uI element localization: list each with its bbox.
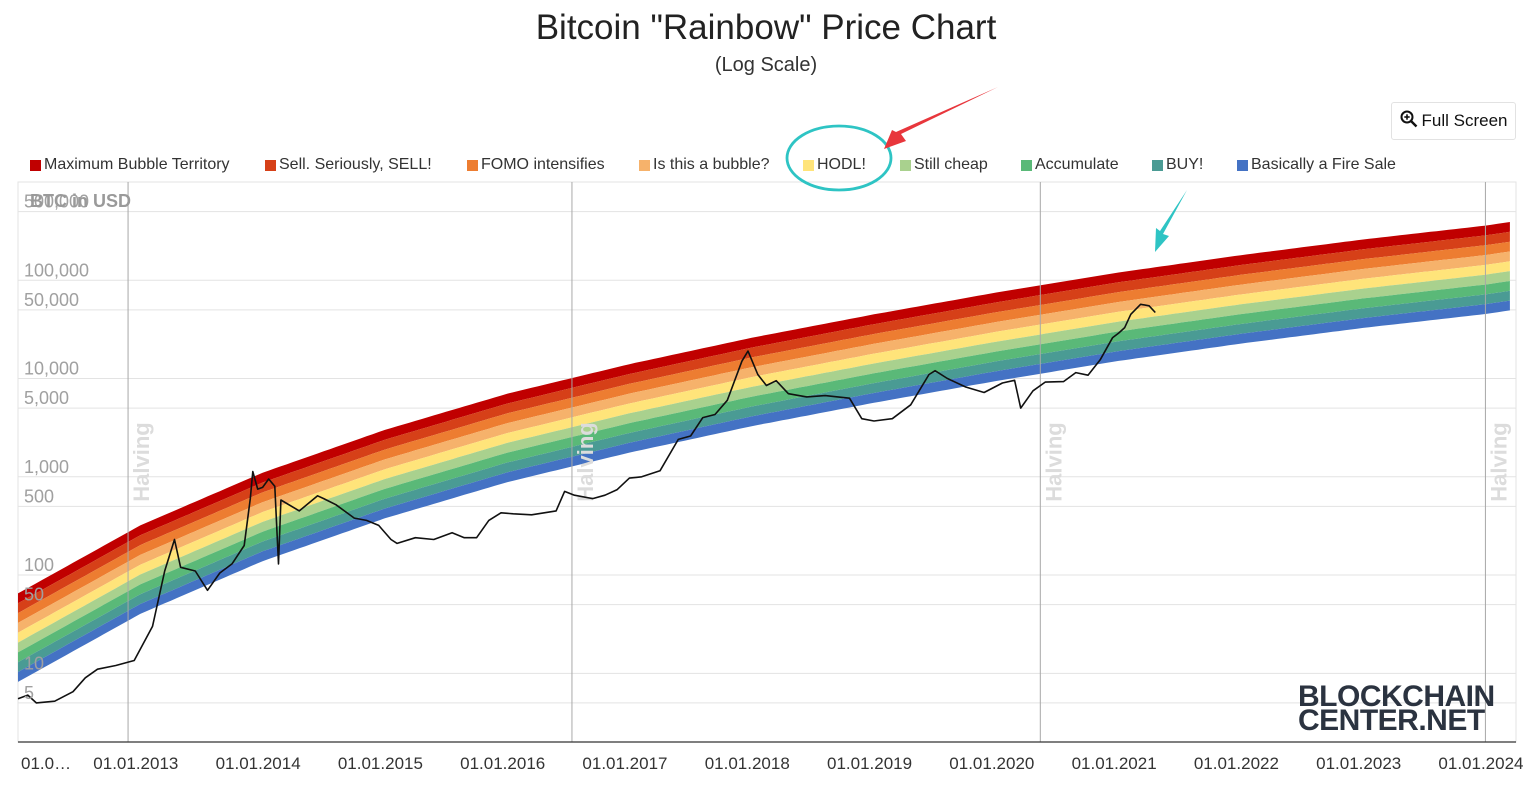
legend-swatch — [265, 159, 276, 171]
legend-swatch — [467, 159, 478, 171]
y-tick-label: 50,000 — [24, 290, 79, 310]
halving-label: Halving — [1041, 422, 1066, 501]
teal-arrow-annotation — [1155, 190, 1187, 252]
legend-label: Still cheap — [914, 156, 988, 173]
y-tick-label: 5,000 — [24, 388, 69, 408]
legend-swatch — [30, 159, 41, 171]
red-arrow-annotation — [884, 87, 998, 149]
hodl-highlight-circle — [785, 124, 893, 192]
legend-item-accumulate[interactable]: Accumulate — [1021, 154, 1119, 176]
y-tick-label: 100,000 — [24, 260, 89, 280]
legend-item-hodl[interactable]: HODL! — [803, 154, 866, 176]
y-tick-label: 500,000 — [24, 192, 89, 212]
x-tick-label: 01.01.2021 — [1071, 754, 1157, 773]
legend-swatch — [1152, 159, 1163, 171]
legend-label: FOMO intensifies — [481, 156, 605, 173]
halving-label: Halving — [1486, 422, 1511, 501]
y-tick-label: 5 — [24, 683, 34, 703]
halving-label: Halving — [129, 422, 154, 501]
x-tick-label: 01.01.2022 — [1193, 754, 1279, 773]
halving-lines: Halving Halving Halving Halving — [127, 182, 1511, 742]
legend-item-sell[interactable]: Sell. Seriously, SELL! — [265, 154, 432, 176]
legend-item-still-cheap[interactable]: Still cheap — [900, 154, 988, 176]
y-tick-label: 10 — [24, 653, 44, 673]
legend-swatch — [1237, 159, 1248, 171]
y-tick-label: 500 — [24, 486, 54, 506]
legend-item-fomo[interactable]: FOMO intensifies — [467, 154, 605, 176]
x-tick-label: 01.01.2013 — [93, 754, 179, 773]
y-axis: 500,000 100,000 50,000 10,000 5,000 1,000 500 1… — [24, 192, 89, 703]
legend-label: BUY! — [1166, 156, 1204, 173]
legend-swatch — [803, 159, 814, 171]
legend-label: Is this a bubble? — [653, 156, 770, 173]
x-tick-label: 01.01.2019 — [827, 754, 913, 773]
x-tick-label: 01.01.2018 — [704, 754, 790, 773]
full-screen-button[interactable]: Full Screen — [1391, 102, 1516, 140]
zoom-in-icon — [1400, 110, 1418, 133]
y-axis-label: BTC in USD — [30, 191, 131, 211]
full-screen-label: Full Screen — [1421, 111, 1508, 130]
x-tick-label: 01.01.2015 — [337, 754, 423, 773]
legend-item-fire-sale[interactable]: Basically a Fire Sale — [1237, 154, 1396, 176]
x-tick-label: 01.0… — [21, 754, 72, 773]
halving-label: Halving — [573, 422, 598, 501]
watermark-line1: BLOCKCHAIN — [1298, 680, 1495, 713]
legend-item-maximum-bubble[interactable]: Maximum Bubble Territory — [30, 154, 230, 176]
legend-item-bubble[interactable]: Is this a bubble? — [639, 154, 770, 176]
x-tick-label: 01.01.2020 — [949, 754, 1035, 773]
legend-swatch — [639, 159, 650, 171]
legend-label: HODL! — [817, 156, 866, 173]
legend-swatch — [900, 159, 911, 171]
x-tick-label: 01.01.2016 — [460, 754, 546, 773]
watermark-line2: CENTER.NET — [1298, 704, 1485, 737]
chart-title: Bitcoin "Rainbow" Price Chart — [535, 8, 997, 47]
legend-swatch — [1021, 159, 1032, 171]
watermark: BLOCKCHAIN CENTER.NET — [1298, 680, 1495, 737]
y-tick-label: 100 — [24, 555, 54, 575]
legend-label: Sell. Seriously, SELL! — [279, 156, 432, 173]
y-tick-label: 10,000 — [24, 359, 79, 379]
y-tick-label: 1,000 — [24, 457, 69, 477]
legend-item-buy[interactable]: BUY! — [1152, 154, 1203, 176]
y-tick-label: 50 — [24, 585, 44, 605]
annotations — [785, 87, 1187, 252]
price-line — [17, 303, 1156, 704]
price-series — [17, 303, 1156, 704]
chart-subtitle: (Log Scale) — [714, 54, 818, 76]
x-tick-label: 01.01.2014 — [215, 754, 301, 773]
x-tick-label: 01.01.2024 — [1438, 754, 1524, 773]
rainbow-bands — [18, 222, 1510, 682]
x-tick-label: 01.01.2017 — [582, 754, 668, 773]
legend-label: Maximum Bubble Territory — [44, 156, 230, 173]
legend-label: Basically a Fire Sale — [1251, 156, 1396, 173]
legend-label: Accumulate — [1035, 156, 1119, 173]
x-tick-label: 01.01.2023 — [1316, 754, 1402, 773]
